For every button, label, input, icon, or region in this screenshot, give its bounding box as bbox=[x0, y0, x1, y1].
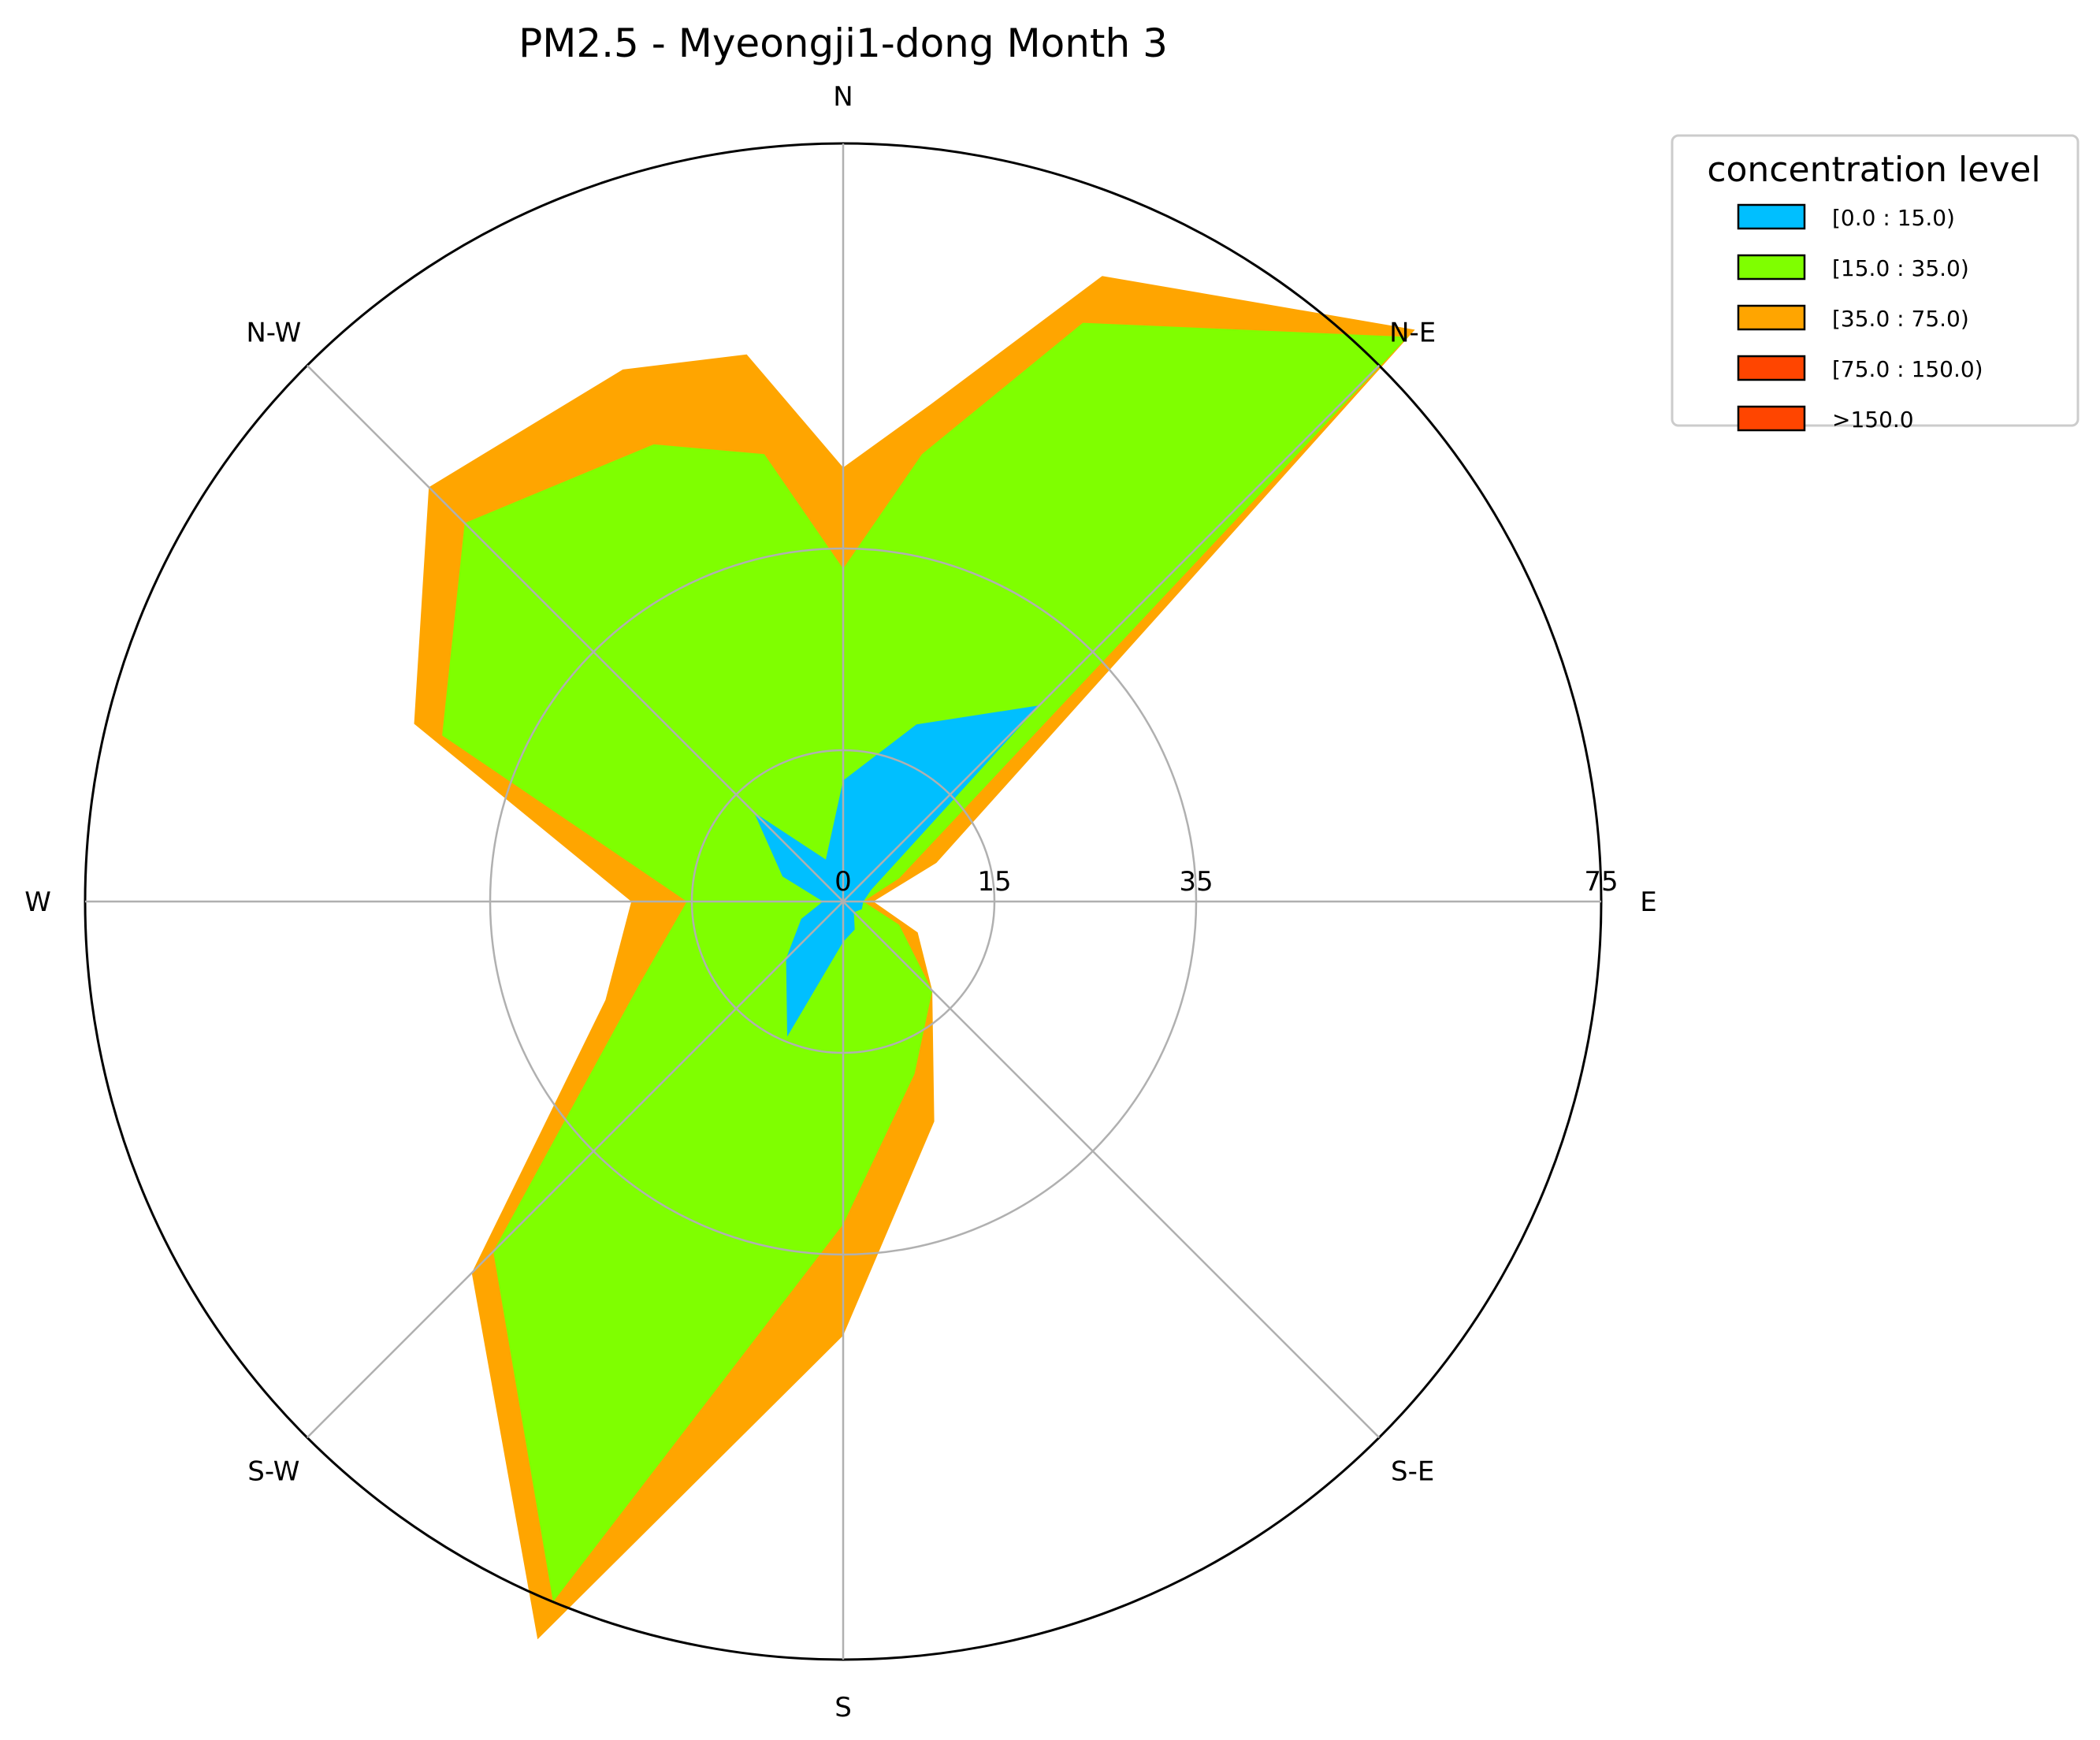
radial-tick-label-0: 0 bbox=[834, 866, 852, 898]
grid-layer bbox=[84, 142, 1603, 1661]
direction-label-s: S bbox=[834, 1692, 852, 1723]
legend-label-0: [0.0 : 15.0) bbox=[1832, 205, 1955, 231]
radial-tick-label-1: 15 bbox=[977, 866, 1011, 898]
legend-label-4: >150.0 bbox=[1832, 407, 1914, 433]
legend-label-1: [15.0 : 35.0) bbox=[1832, 255, 1969, 281]
legend-swatch-4 bbox=[1737, 405, 1806, 432]
chart-title: PM2.5 - Myeongji1-dong Month 3 bbox=[518, 20, 1168, 66]
series-area-2 bbox=[753, 705, 1039, 1037]
series-area-1 bbox=[442, 322, 1408, 1602]
legend-label-2: [35.0 : 75.0) bbox=[1832, 306, 1969, 332]
legend-label-3: [75.0 : 150.0) bbox=[1832, 356, 1983, 382]
legend-swatch-1 bbox=[1737, 254, 1806, 281]
grid-spoke-s-e bbox=[842, 901, 1381, 1439]
radial-tick-label-2: 35 bbox=[1179, 866, 1213, 898]
label-layer: N N-E E S-E S S-W W N-W 0 15 35 75 bbox=[24, 81, 1657, 1723]
legend-swatch-2 bbox=[1737, 304, 1806, 331]
legend: concentration level [0.0 : 15.0) [15.0 : … bbox=[1671, 134, 2080, 433]
direction-label-w: W bbox=[24, 887, 51, 918]
direction-label-s-w: S-W bbox=[247, 1456, 299, 1488]
legend-swatch-3 bbox=[1737, 355, 1806, 381]
legend-swatch-0 bbox=[1737, 203, 1806, 230]
direction-label-n-e: N-E bbox=[1389, 317, 1436, 348]
grid-spoke-n-e bbox=[842, 364, 1381, 902]
grid-spoke-s-w bbox=[306, 901, 844, 1439]
legend-title: concentration level bbox=[1707, 150, 2040, 190]
direction-label-n-w: N-W bbox=[246, 317, 301, 348]
radial-tick-label-3: 75 bbox=[1584, 866, 1618, 898]
grid-spoke-n-w bbox=[306, 364, 844, 902]
direction-label-s-e: S-E bbox=[1391, 1456, 1434, 1488]
legend-entries: [0.0 : 15.0) [15.0 : 35.0) [35.0 : 75.0) [7… bbox=[1737, 203, 1983, 433]
direction-label-e: E bbox=[1640, 887, 1656, 918]
direction-label-n: N bbox=[833, 81, 853, 113]
series-layer bbox=[414, 276, 1415, 1640]
